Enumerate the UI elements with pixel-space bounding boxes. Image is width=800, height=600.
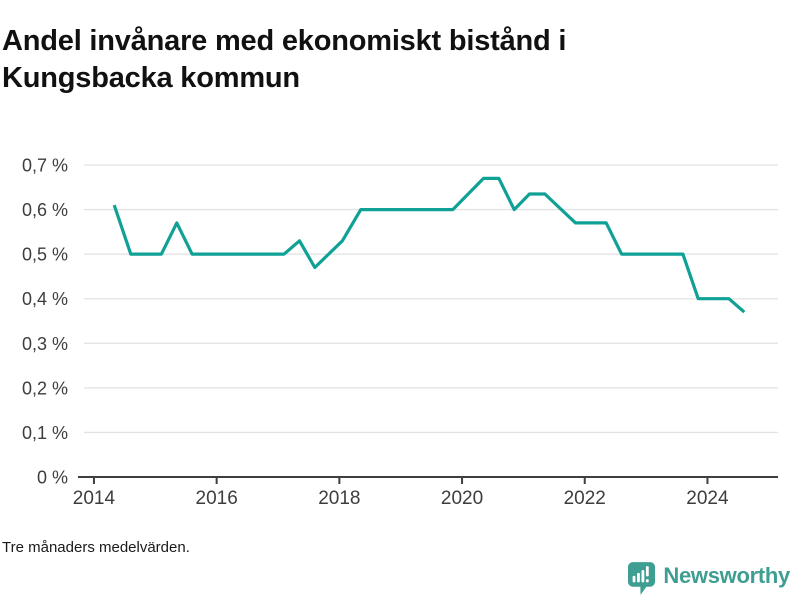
x-tick-label: 2022 xyxy=(564,488,606,509)
chart-title: Andel invånare med ekonomiskt bistånd i … xyxy=(2,25,567,95)
x-tick-label: 2020 xyxy=(441,488,483,509)
chart-footnote: Tre månaders medelvärden. xyxy=(2,539,190,556)
y-tick-label: 0,6 % xyxy=(22,200,68,220)
y-tick-label: 0,2 % xyxy=(22,378,68,398)
y-tick-label: 0,5 % xyxy=(22,245,68,265)
newsworthy-logo: Newsworthy xyxy=(627,561,790,596)
y-tick-label: 0,4 % xyxy=(22,289,68,309)
y-tick-label: 0,3 % xyxy=(22,334,68,354)
newsworthy-bubble-chart-icon xyxy=(628,562,656,595)
newsworthy-wordmark: Newsworthy xyxy=(663,562,790,588)
mini-bar-chart-glyph xyxy=(633,566,650,583)
y-tick-label: 0,1 % xyxy=(22,423,68,443)
x-tick-label: 2018 xyxy=(318,488,360,509)
x-tick-label: 2014 xyxy=(73,488,116,509)
data-line xyxy=(112,176,746,314)
y-tick-label: 0,7 % xyxy=(22,156,68,176)
x-tick-label: 2016 xyxy=(196,488,238,509)
y-tick-label: 0 % xyxy=(37,468,68,488)
x-tick-label: 2024 xyxy=(686,488,729,509)
